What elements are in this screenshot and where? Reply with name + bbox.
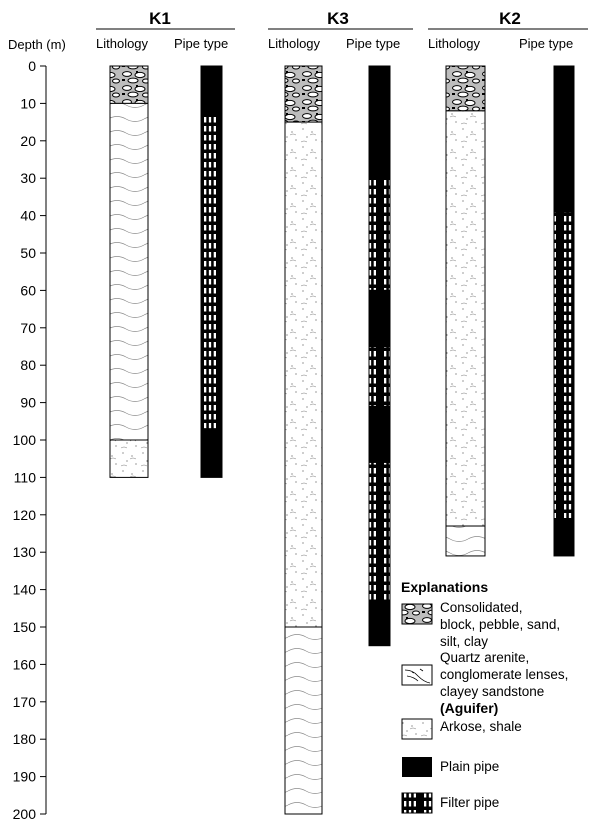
- filter-pipe-segment: [368, 346, 391, 407]
- legend-quartz-arenite-line-2: conglomerate lenses,: [440, 667, 568, 682]
- filter-pipe-segment: [200, 114, 223, 430]
- depth-tick-label: 40: [20, 208, 36, 224]
- lithology-layer-consolidated: [284, 65, 323, 123]
- depth-tick-label: 140: [13, 582, 37, 598]
- depth-tick-label: 30: [20, 170, 36, 186]
- lithology-layer-consolidated: [109, 65, 149, 104]
- depth-tick-label: 70: [20, 320, 36, 336]
- depth-ticks: 0 10 20 30 40 50 60 70 80 90 100 110 120 130 140 150 160…: [13, 58, 46, 822]
- depth-tick-label: 180: [13, 731, 37, 747]
- depth-tick-label: 170: [13, 694, 37, 710]
- legend-consolidated-line-1: Consolidated,: [440, 600, 523, 615]
- legend-aquifer-note: (Aguifer): [440, 700, 498, 716]
- depth-tick-label: 90: [20, 395, 36, 411]
- depth-tick-label: 100: [13, 432, 37, 448]
- well-k3-title: K3: [327, 9, 349, 28]
- depth-tick-label: 10: [20, 95, 36, 111]
- filter-pipe-segment: [368, 461, 391, 602]
- well-k1-title: K1: [149, 9, 171, 28]
- well-k1-header: K1 Lithology Pipe type: [96, 9, 235, 51]
- lithology-layer-quartz-arenite: [445, 525, 486, 557]
- depth-tick-label: 80: [20, 357, 36, 373]
- well-k1-pipe-header: Pipe type: [174, 36, 228, 51]
- legend-consolidated-swatch: [401, 603, 433, 625]
- legend-quartz-arenite-line-1: Quartz arenite,: [440, 650, 529, 665]
- depth-tick-label: 130: [13, 544, 37, 560]
- lithology-layer-quartz-arenite: [109, 102, 149, 441]
- depth-tick-label: 150: [13, 619, 37, 635]
- legend: Explanations Consolidated, block, pebble…: [401, 579, 568, 814]
- depth-axis: Depth (m) 0 10 20 30 40 50 60 70 80 90 100 110 120 13…: [8, 37, 66, 822]
- plain-pipe-segment: [200, 428, 223, 478]
- lithology-layer-quartz-arenite: [284, 626, 323, 815]
- depth-tick-label: 60: [20, 282, 36, 298]
- well-k3-lithology-header: Lithology: [268, 36, 321, 51]
- legend-consolidated-line-3: silt, clay: [440, 634, 488, 649]
- plain-pipe-segment: [553, 518, 575, 557]
- lithology-layer-arkose-shale: [109, 439, 149, 478]
- plain-pipe-segment: [553, 65, 575, 213]
- legend-title: Explanations: [401, 579, 488, 595]
- depth-axis-label: Depth (m): [8, 37, 66, 52]
- depth-tick-label: 120: [13, 507, 37, 523]
- depth-tick-label: 20: [20, 133, 36, 149]
- plain-pipe-segment: [200, 65, 223, 116]
- legend-quartz-arenite-line-3: clayey sandstone: [440, 684, 544, 699]
- well-columns: [109, 65, 575, 815]
- legend-filter-pipe-label: Filter pipe: [440, 795, 499, 810]
- lithology-layer-arkose-shale: [284, 121, 323, 628]
- plain-pipe-segment: [368, 289, 391, 347]
- depth-tick-label: 190: [13, 769, 37, 785]
- well-k1-column: [109, 65, 223, 478]
- legend-arkose-shale-swatch: [401, 718, 433, 740]
- well-k2-column: [445, 65, 575, 557]
- plain-pipe-segment: [368, 600, 391, 647]
- well-k2-pipe-header: Pipe type: [519, 36, 573, 51]
- well-k1-lithology-header: Lithology: [96, 36, 149, 51]
- filter-pipe-segment: [368, 177, 391, 291]
- well-k2-header: K2 Lithology Pipe type: [428, 9, 588, 51]
- depth-tick-label: 200: [13, 806, 37, 822]
- well-k2-lithology-header: Lithology: [428, 36, 481, 51]
- depth-tick-label: 110: [14, 469, 37, 485]
- legend-filter-pipe-swatch: [401, 792, 433, 814]
- well-k3-pipe-header: Pipe type: [346, 36, 400, 51]
- depth-tick-label: 50: [20, 245, 36, 261]
- depth-tick-label: 0: [28, 58, 36, 74]
- well-k2-title: K2: [499, 9, 521, 28]
- legend-plain-pipe-swatch: [402, 757, 432, 777]
- well-k3-column: [284, 65, 391, 815]
- plain-pipe-segment: [368, 65, 391, 179]
- lithology-layer-arkose-shale: [445, 110, 486, 527]
- plain-pipe-segment: [368, 405, 391, 463]
- legend-quartz-arenite-glyph: [404, 668, 431, 684]
- lithology-layer-consolidated: [445, 65, 486, 112]
- legend-consolidated-line-2: block, pebble, sand,: [440, 617, 560, 632]
- filter-pipe-segment: [553, 211, 575, 520]
- legend-arkose-shale-label: Arkose, shale: [440, 719, 522, 734]
- legend-plain-pipe-label: Plain pipe: [440, 759, 499, 774]
- depth-tick-label: 160: [13, 656, 37, 672]
- well-k3-header: K3 Lithology Pipe type: [268, 9, 413, 51]
